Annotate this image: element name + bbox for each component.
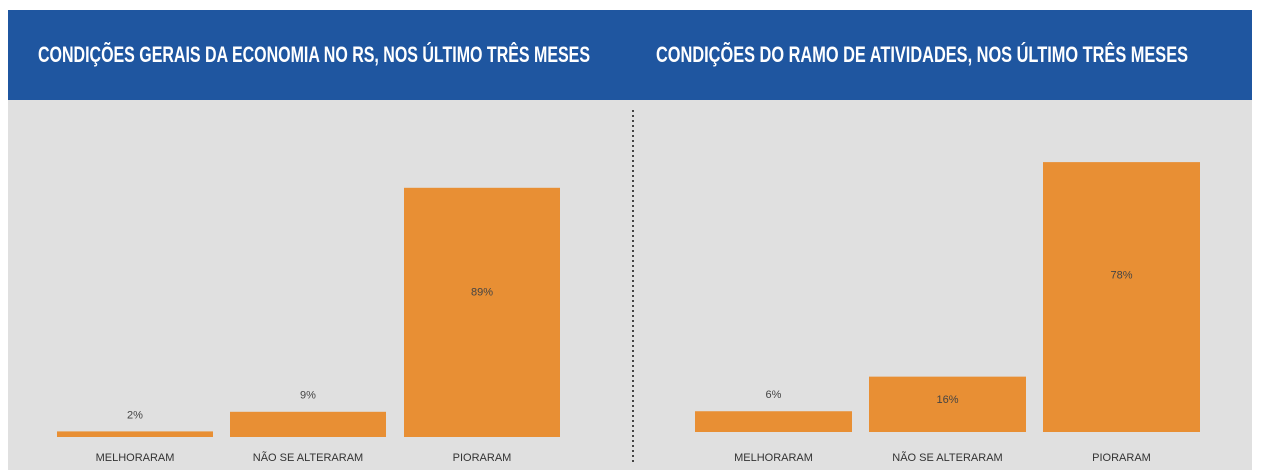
category-label: MELHORARAM: [96, 452, 175, 464]
bar: [404, 187, 560, 437]
value-label: 6%: [766, 389, 782, 401]
chart-title: CONDIÇÕES GERAIS DA ECONOMIA NO RS, NOS …: [38, 42, 590, 67]
bar: [230, 411, 386, 437]
value-label: 89%: [471, 286, 493, 298]
category-label: NÃO SE ALTERARAM: [253, 451, 363, 464]
value-label: 2%: [127, 409, 143, 421]
chart-title: CONDIÇÕES DO RAMO DE ATIVIDADES, NOS ÚLT…: [656, 42, 1188, 67]
category-label: MELHORARAM: [734, 452, 813, 464]
category-label: NÃO SE ALTERARAM: [892, 451, 1002, 464]
bar: [57, 431, 213, 437]
value-label: 9%: [300, 390, 316, 402]
bar: [869, 376, 1026, 432]
header-band: [8, 10, 1252, 100]
bar: [1043, 162, 1200, 432]
bar: [695, 411, 852, 432]
category-label: PIORARAM: [453, 452, 512, 464]
category-label: PIORARAM: [1092, 452, 1151, 464]
value-label: 78%: [1110, 269, 1132, 281]
value-label: 16%: [936, 394, 958, 406]
